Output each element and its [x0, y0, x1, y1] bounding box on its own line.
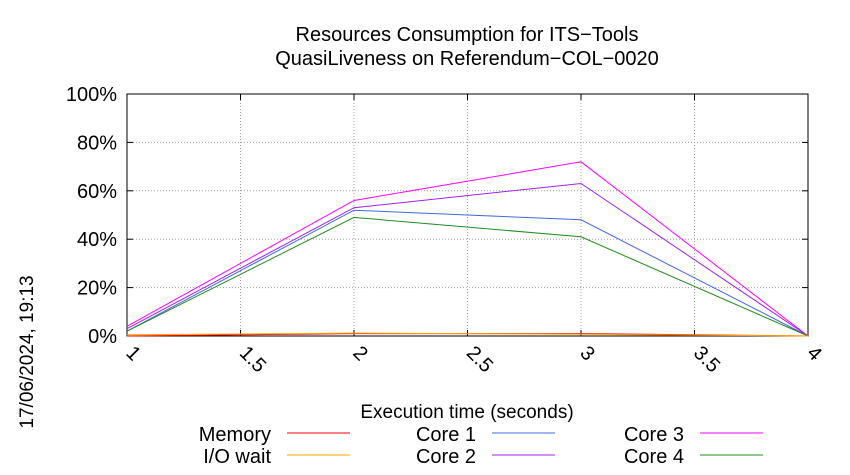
series-line-core-3: [126, 161, 809, 337]
y-tick-label: 20%: [77, 278, 117, 300]
x-axis-label: Execution time (seconds): [360, 402, 573, 423]
grid-lines: [127, 94, 808, 336]
series-lines: [126, 161, 809, 337]
series-line-core-2: [126, 182, 809, 337]
y-tick-label: 100%: [66, 84, 117, 106]
series-line-i-o-wait: [126, 332, 809, 337]
series-line-core-4: [126, 216, 809, 337]
y-tick-label: 0%: [88, 326, 117, 348]
x-tick-label: 2.5: [462, 342, 497, 377]
x-tick-label: 1: [121, 342, 144, 365]
legend-label-core-3: Core 3: [624, 424, 684, 446]
chart-title: Resources Consumption for ITS−Tools: [296, 24, 639, 46]
x-tick-label: 4: [802, 342, 825, 365]
legend-label-i-o-wait: I/O wait: [203, 446, 271, 468]
x-tick-label: 1.5: [235, 342, 270, 377]
x-tick-label: 3.5: [689, 342, 724, 377]
x-tick-label: 2: [348, 342, 371, 365]
timestamp-label: 17/06/2024, 19:13: [17, 275, 38, 428]
legend-label-core-1: Core 1: [416, 424, 476, 446]
legend-label-core-4: Core 4: [624, 446, 684, 468]
y-tick-label: 60%: [77, 181, 117, 203]
legend-label-core-2: Core 2: [416, 446, 476, 468]
series-line-core-1: [126, 209, 809, 337]
y-axis: 0% 20% 40% 60% 80% 100%: [66, 84, 808, 348]
x-tick-label: 3: [575, 342, 598, 365]
y-tick-label: 80%: [77, 132, 117, 154]
chart-subtitle: QuasiLiveness on Referendum−COL−0020: [275, 48, 659, 70]
legend-label-memory: Memory: [199, 424, 271, 446]
y-tick-label: 40%: [77, 229, 117, 251]
